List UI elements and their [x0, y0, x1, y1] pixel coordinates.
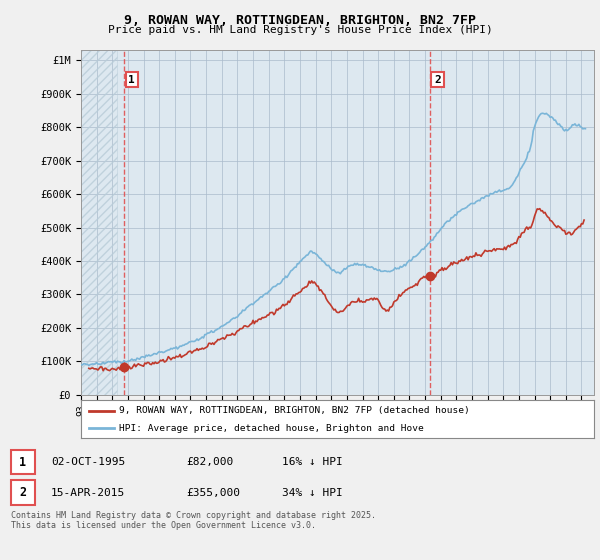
Text: 9, ROWAN WAY, ROTTINGDEAN, BRIGHTON, BN2 7FP: 9, ROWAN WAY, ROTTINGDEAN, BRIGHTON, BN2… — [124, 14, 476, 27]
Text: 16% ↓ HPI: 16% ↓ HPI — [282, 457, 343, 467]
Text: Contains HM Land Registry data © Crown copyright and database right 2025.
This d: Contains HM Land Registry data © Crown c… — [11, 511, 376, 530]
Text: 2: 2 — [434, 74, 441, 85]
Text: 34% ↓ HPI: 34% ↓ HPI — [282, 488, 343, 498]
Text: 9, ROWAN WAY, ROTTINGDEAN, BRIGHTON, BN2 7FP (detached house): 9, ROWAN WAY, ROTTINGDEAN, BRIGHTON, BN2… — [119, 406, 470, 415]
Text: 02-OCT-1995: 02-OCT-1995 — [51, 457, 125, 467]
Text: 1: 1 — [128, 74, 135, 85]
Text: 15-APR-2015: 15-APR-2015 — [51, 488, 125, 498]
Text: £355,000: £355,000 — [186, 488, 240, 498]
Text: Price paid vs. HM Land Registry's House Price Index (HPI): Price paid vs. HM Land Registry's House … — [107, 25, 493, 35]
Text: £82,000: £82,000 — [186, 457, 233, 467]
Text: 1: 1 — [19, 455, 26, 469]
Text: 2: 2 — [19, 486, 26, 500]
Text: HPI: Average price, detached house, Brighton and Hove: HPI: Average price, detached house, Brig… — [119, 423, 424, 432]
